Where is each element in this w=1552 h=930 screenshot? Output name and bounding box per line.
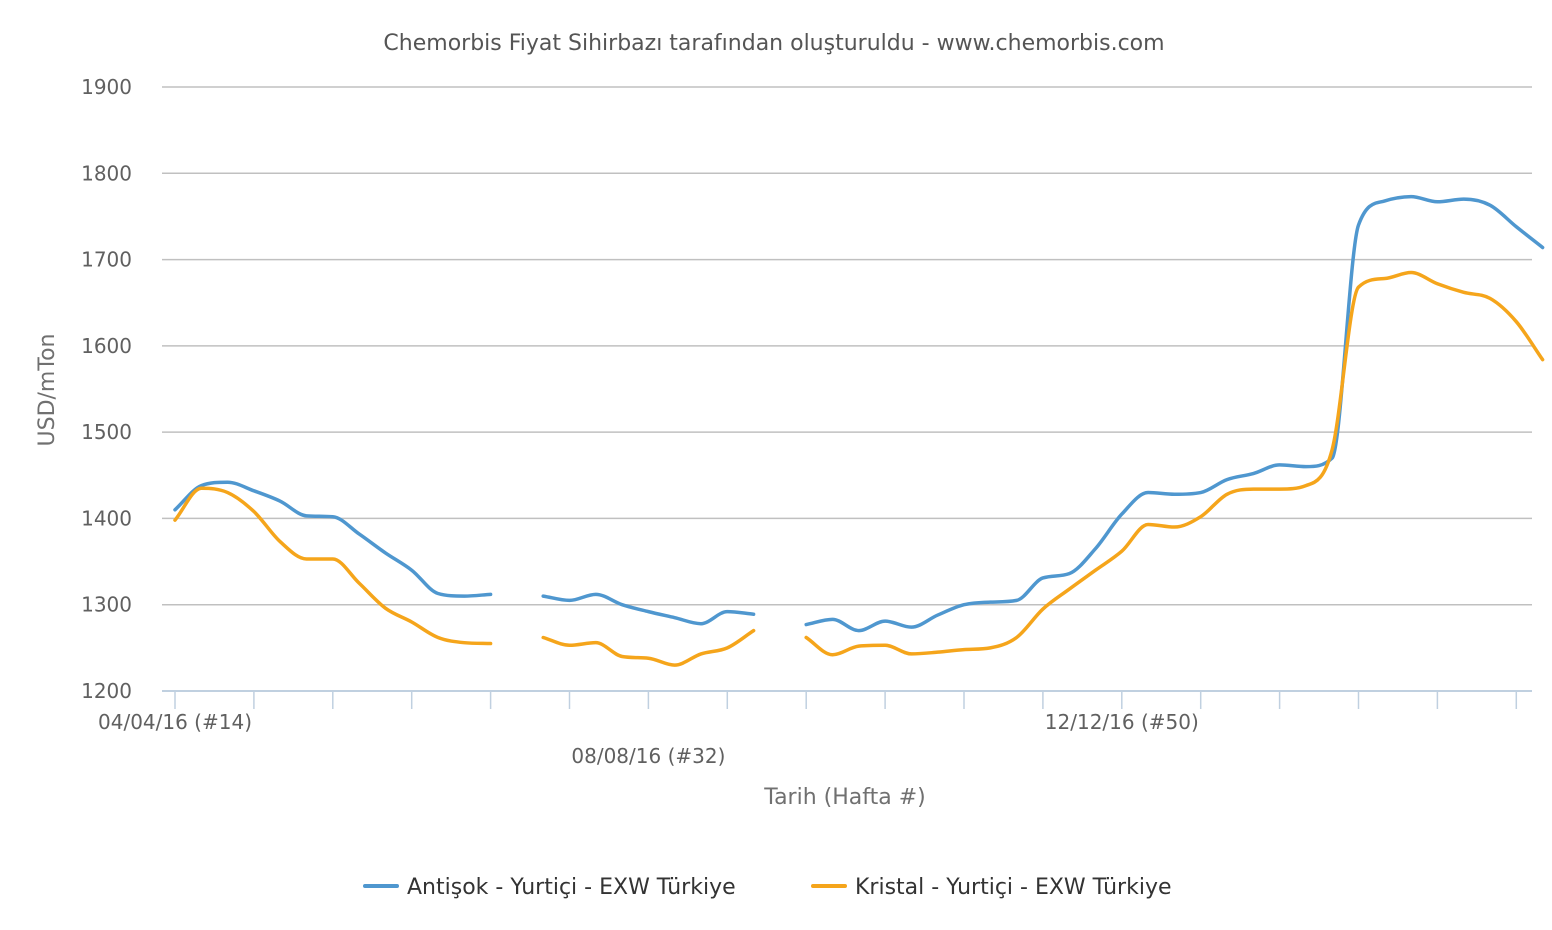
x-tick-label: 04/04/16 (#14)	[98, 710, 252, 734]
legend-label-2: Kristal - Yurtiçi - EXW Türkiye	[855, 875, 1172, 900]
gridlines	[162, 86, 1532, 606]
series-lines	[173, 194, 1545, 667]
x-tick-label: 08/08/16 (#32)	[571, 744, 725, 768]
chart-title: Chemorbis Fiyat Sihirbazı tarafından olu…	[383, 31, 1164, 56]
x-tick-label: 12/12/16 (#50)	[1045, 710, 1199, 734]
series-1-segment-1	[173, 480, 493, 598]
y-axis-label: USD/mTon	[35, 334, 60, 447]
y-tick-label: 1500	[81, 420, 132, 444]
y-tick-label: 1400	[81, 506, 132, 530]
y-tick-label: 1600	[81, 334, 132, 358]
x-axis-ticks: 04/04/16 (#14) 08/08/16 (#32) 12/12/16 (#5…	[98, 691, 1518, 768]
series-2-segment-1	[173, 486, 493, 646]
x-axis-label: Tarih (Hafta #)	[763, 785, 925, 810]
y-axis-ticks: 1200 1300 1400 1500 1600 1700 1800 1900	[81, 75, 132, 703]
y-tick-label: 1300	[81, 593, 132, 617]
series-2-segment-2	[541, 628, 756, 667]
y-tick-label: 1800	[81, 161, 132, 185]
legend-label-1: Antişok - Yurtiçi - EXW Türkiye	[407, 875, 736, 900]
series-1-segment-2	[541, 592, 756, 626]
series-1-segment-3	[804, 194, 1545, 633]
series-2-segment-3	[804, 270, 1545, 657]
legend: Antişok - Yurtiçi - EXW Türkiye Kristal -…	[363, 875, 1172, 900]
y-tick-label: 1700	[81, 248, 132, 272]
y-tick-label: 1900	[81, 75, 132, 99]
y-tick-label: 1200	[81, 679, 132, 703]
